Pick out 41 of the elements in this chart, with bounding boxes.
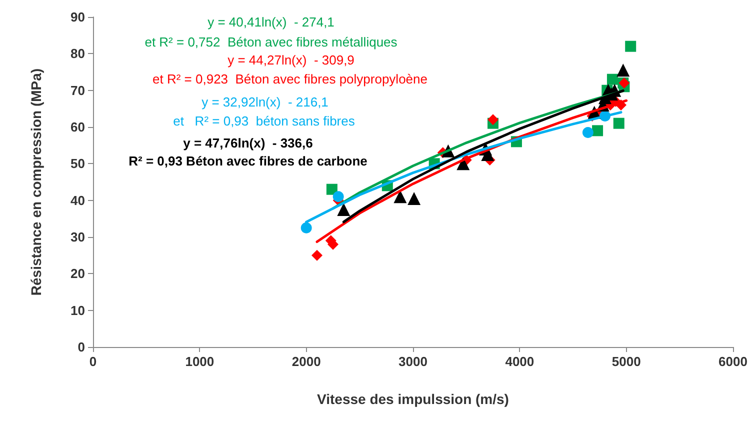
annotation: R² = 0,93 Béton avec fibres de carbone xyxy=(128,154,368,168)
point xyxy=(408,192,421,205)
annotation: et R² = 0,93 béton sans fibres xyxy=(173,114,356,128)
y-tick-label: 30 xyxy=(70,230,85,244)
annotation: y = 47,76ln(x) - 336,6 xyxy=(183,136,313,150)
y-tick-label: 50 xyxy=(70,156,85,172)
annotation: et R² = 0,923 Béton avec fibres polypropyloène xyxy=(152,72,428,86)
x-tick-label: 1000 xyxy=(185,354,214,369)
point xyxy=(606,74,618,85)
y-tick-label: 20 xyxy=(70,266,85,282)
annotation: y = 40,41ln(x) - 274,1 xyxy=(208,14,334,30)
point xyxy=(394,190,407,204)
point xyxy=(613,118,624,129)
x-tick-label: 3000 xyxy=(398,354,428,369)
x-tick-label: 4000 xyxy=(505,354,534,369)
y-tick-label: 80 xyxy=(70,46,85,62)
y-axis-title: Résistance en compression (MPa) xyxy=(28,68,44,296)
point xyxy=(616,64,630,77)
point xyxy=(312,250,322,261)
point xyxy=(592,125,604,136)
y-tick-label: 10 xyxy=(70,302,85,318)
point xyxy=(337,203,350,216)
point xyxy=(488,114,498,126)
y-tick-label: 40 xyxy=(70,192,85,208)
y-tick-label: 90 xyxy=(70,10,85,24)
annotation: y = 44,27ln(x) - 309,9 xyxy=(228,52,354,68)
point xyxy=(582,127,594,138)
annotation: y = 32,92ln(x) - 216,1 xyxy=(202,94,328,110)
y-tick-label: 70 xyxy=(70,82,85,98)
annotation: et R² = 0,752 Béton avec fibres métalliques xyxy=(144,34,398,50)
y-tick-label: 60 xyxy=(70,120,85,134)
x-tick-label: 6000 xyxy=(718,354,748,369)
x-axis-title: Vitesse des impulssion (m/s) xyxy=(317,391,509,407)
x-tick-label: 0 xyxy=(89,354,97,369)
point xyxy=(300,222,312,234)
x-tick-label: 2000 xyxy=(292,354,321,369)
x-tick-label: 5000 xyxy=(612,354,641,369)
point xyxy=(332,191,344,202)
point xyxy=(326,184,338,195)
y-tick-label: 0 xyxy=(78,340,85,354)
point xyxy=(625,40,636,52)
